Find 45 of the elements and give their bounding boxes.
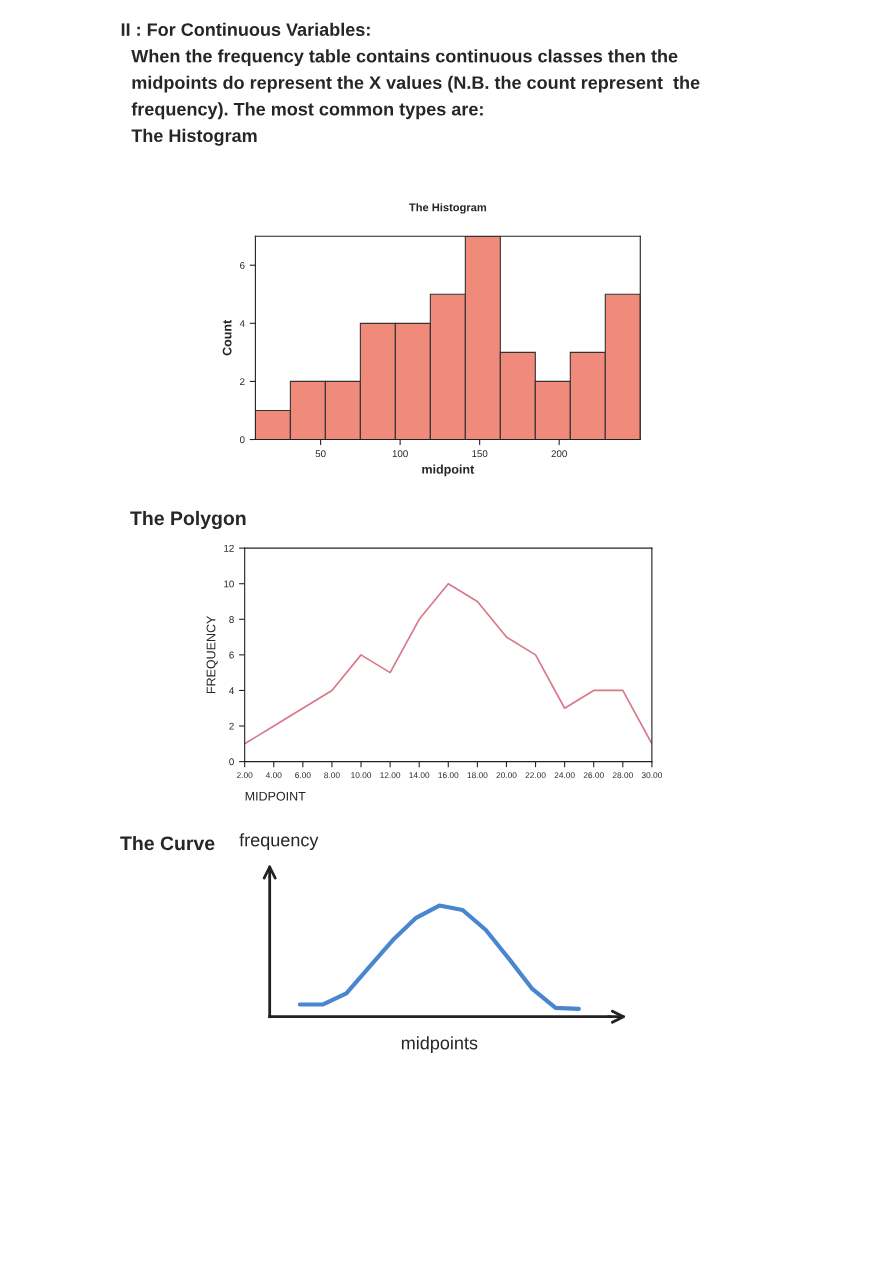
- x-tick-label: 200: [551, 450, 567, 458]
- y-tick-label: 6: [229, 651, 234, 659]
- text: frequency). The most common types are:: [131, 102, 483, 120]
- y-axis-title: Count: [222, 319, 232, 356]
- line-series: [244, 582, 652, 745]
- x-tick-label: 4.00: [265, 772, 282, 779]
- x-tick-label: 22.00: [525, 772, 546, 779]
- chart-title: The Curve: [120, 835, 215, 851]
- text: midpoints do represent the X values (N.B. the count represent the: [132, 75, 700, 93]
- x-tick-label: 28.00: [612, 772, 633, 779]
- x-tick-label: 2.00: [236, 772, 253, 779]
- x-tick-label: 24.00: [554, 772, 575, 779]
- chart-title: The Polygon: [130, 510, 246, 530]
- text: When the frequency table contains continuous classes then the: [131, 49, 678, 67]
- y-axis-title: frequency: [239, 833, 319, 850]
- y-tick-label: 0: [229, 758, 234, 766]
- x-tick-label: 20.00: [496, 772, 517, 779]
- text: The Histogram: [131, 128, 257, 146]
- text: II : For Continuous Variables:: [121, 22, 370, 36]
- y-tick-label: 4: [239, 320, 245, 327]
- y-axis-title: FREQUENCY: [206, 615, 218, 694]
- y-tick-label: 12: [224, 544, 234, 552]
- x-tick-label: 12.00: [380, 772, 401, 779]
- y-tick-label: 2: [240, 378, 245, 385]
- x-tick-label: 50: [315, 450, 326, 458]
- y-tick-label: 6: [240, 261, 245, 269]
- x-tick-label: 150: [472, 450, 488, 458]
- x-tick-label: 30.00: [641, 772, 662, 779]
- x-tick-label: 6.00: [295, 772, 311, 779]
- y-tick-label: 8: [229, 616, 234, 623]
- y-tick-label: 0: [239, 436, 245, 444]
- x-tick-label: 18.00: [467, 772, 488, 779]
- x-axis-title: midpoints: [401, 1036, 478, 1053]
- x-axis-title: MIDPOINT: [245, 791, 306, 801]
- x-axis-title: midpoint: [422, 464, 475, 477]
- y-tick-label: 2: [229, 722, 234, 730]
- y-tick-label: 4: [229, 687, 234, 694]
- x-tick-label: 26.00: [583, 772, 604, 779]
- x-tick-label: 16.00: [438, 772, 459, 779]
- y-tick-label: 10: [224, 580, 234, 588]
- x-tick-label: 100: [392, 450, 408, 458]
- chart-title: The Histogram: [409, 203, 487, 214]
- x-tick-label: 8.00: [324, 772, 340, 779]
- x-tick-label: 10.00: [351, 772, 372, 779]
- x-tick-label: 14.00: [409, 772, 430, 779]
